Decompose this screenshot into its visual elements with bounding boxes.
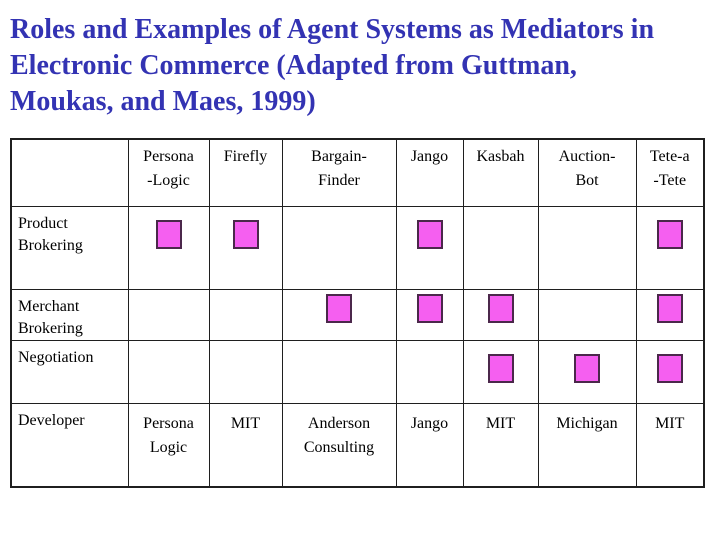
agent-roles-table: Persona -Logic Firefly Bargain- Finder J… xyxy=(10,138,705,488)
row-label-product-brokering: Product Brokering xyxy=(10,205,129,290)
mark-cell xyxy=(462,288,539,341)
mark-cell xyxy=(281,205,397,290)
mark-cell xyxy=(462,339,539,404)
mark-cell xyxy=(395,205,464,290)
slide-title-line: Moukas, and Maes, 1999) xyxy=(10,86,316,117)
mark-cell xyxy=(395,288,464,341)
table-row-product-brokering: Product Brokering xyxy=(10,205,705,290)
mark-cell xyxy=(127,288,210,341)
mark-cell xyxy=(462,205,539,290)
header-cell-empty xyxy=(10,138,129,207)
mark-cell xyxy=(537,339,637,404)
mark-cell xyxy=(281,288,397,341)
developer-cell-bargainfinder: Anderson Consulting xyxy=(281,402,397,488)
mark-cell xyxy=(635,339,705,404)
header-cell-bargainfinder: Bargain- Finder xyxy=(281,138,397,207)
table-row-negotiation: Negotiation xyxy=(10,339,705,404)
developer-cell-tete-a-tete: MIT xyxy=(635,402,705,488)
slide-title: Roles and Examples of Agent Systems as M… xyxy=(10,12,712,120)
slide-title-line: Roles and Examples of Agent Systems as M… xyxy=(10,14,655,45)
table-row-merchant-brokering: Merchant Brokering xyxy=(10,288,705,341)
header-cell-auctionbot: Auction- Bot xyxy=(537,138,637,207)
mark-cell xyxy=(208,205,283,290)
row-label-negotiation: Negotiation xyxy=(10,339,129,404)
mark-cell xyxy=(208,339,283,404)
mark-cell xyxy=(635,288,705,341)
header-cell-persona-logic: Persona -Logic xyxy=(127,138,210,207)
mark-cell xyxy=(537,288,637,341)
developer-cell-firefly: MIT xyxy=(208,402,283,488)
header-cell-firefly: Firefly xyxy=(208,138,283,207)
mark-cell xyxy=(208,288,283,341)
header-cell-tete-a-tete: Tete-a -Tete xyxy=(635,138,705,207)
slide-title-line: Electronic Commerce (Adapted from Guttma… xyxy=(10,50,577,81)
developer-cell-persona-logic: Persona Logic xyxy=(127,402,210,488)
header-cell-kasbah: Kasbah xyxy=(462,138,539,207)
mark-cell xyxy=(281,339,397,404)
developer-cell-jango: Jango xyxy=(395,402,464,488)
row-label-developer: Developer xyxy=(10,402,129,488)
mark-cell xyxy=(635,205,705,290)
developer-cell-kasbah: MIT xyxy=(462,402,539,488)
table-header-row: Persona -Logic Firefly Bargain- Finder J… xyxy=(10,138,705,207)
table-row-developer: Developer Persona Logic MIT Anderson Con… xyxy=(10,402,705,488)
mark-cell xyxy=(537,205,637,290)
mark-cell xyxy=(395,339,464,404)
mark-cell xyxy=(127,205,210,290)
developer-cell-auctionbot: Michigan xyxy=(537,402,637,488)
row-label-merchant-brokering: Merchant Brokering xyxy=(10,288,129,341)
header-cell-jango: Jango xyxy=(395,138,464,207)
mark-cell xyxy=(127,339,210,404)
